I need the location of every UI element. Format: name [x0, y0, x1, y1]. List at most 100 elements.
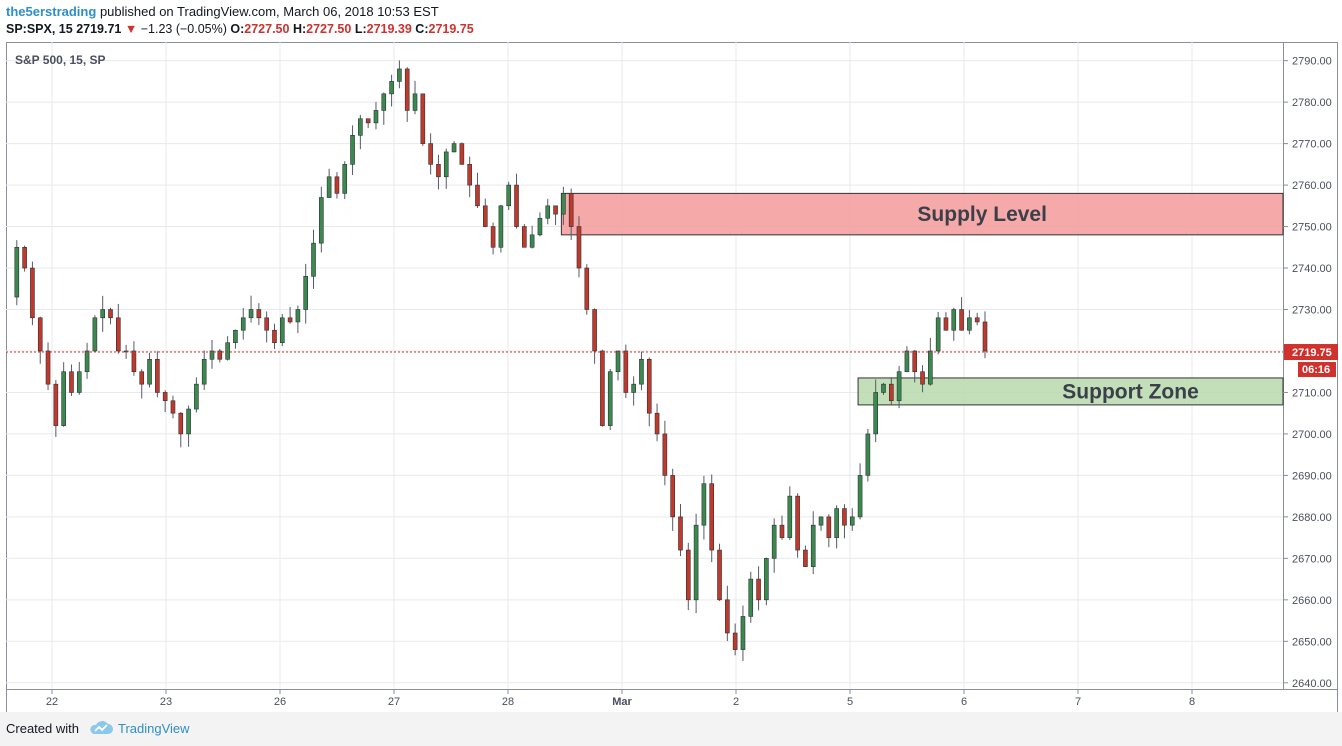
candle-body: [217, 350, 223, 360]
candle-body: [842, 508, 847, 526]
y-tick-label: 2660.00: [1292, 595, 1332, 607]
candle-body: [178, 412, 184, 435]
candle-body: [576, 226, 582, 269]
candle-body: [529, 234, 535, 248]
candle-body: [342, 164, 348, 194]
candle-body: [490, 226, 496, 248]
candle-body: [857, 475, 863, 518]
x-tick-label: 8: [1189, 696, 1195, 708]
candle-body: [959, 309, 964, 331]
y-tick-label: 2730.00: [1292, 305, 1332, 317]
y-tick-label: 2760.00: [1292, 180, 1332, 192]
candle-body: [912, 350, 918, 373]
candle-body: [803, 549, 808, 567]
candle-body: [358, 118, 363, 136]
x-tick-label: 28: [502, 696, 514, 708]
candle-body: [69, 371, 74, 393]
tradingview-brand-link[interactable]: TradingView: [118, 721, 190, 736]
candle-body: [654, 412, 660, 435]
y-tick-label: 2650.00: [1292, 636, 1332, 648]
candle-body: [459, 143, 465, 165]
candle-body: [725, 599, 730, 634]
candle-body: [615, 350, 621, 373]
candle-body: [631, 383, 636, 393]
y-tick-label: 2750.00: [1292, 222, 1332, 234]
countdown-box: [1298, 362, 1336, 378]
time-axis[interactable]: 22 23 26 27 28 Mar 2 5 6 7 8: [46, 689, 1195, 708]
open-value: 2727.50: [244, 22, 290, 36]
candle-body: [795, 495, 800, 551]
published-text: published on TradingView.com, March 06, …: [99, 4, 439, 19]
candle-body: [639, 358, 644, 385]
candle-body: [740, 616, 746, 650]
chart-title: S&P 500, 15, SP: [15, 53, 106, 67]
candle-body: [506, 184, 512, 207]
y-tick-label: 2770.00: [1292, 139, 1332, 151]
author-link[interactable]: the5erstrading: [6, 4, 97, 19]
candle-body: [365, 118, 371, 124]
candle-body: [397, 68, 402, 82]
candle-body: [537, 217, 543, 236]
candle-body: [553, 205, 558, 215]
candle-body: [928, 350, 933, 385]
candle-body: [420, 93, 426, 144]
candle-body: [186, 408, 191, 435]
x-tick-label: 5: [847, 696, 853, 708]
countdown-label: 06:16: [1302, 364, 1330, 376]
x-tick-label: Mar: [612, 696, 632, 708]
x-tick-label: 2: [733, 696, 739, 708]
last-price-box: [1284, 344, 1338, 361]
candle-body: [225, 342, 230, 360]
candle-body: [76, 371, 82, 393]
candle-body: [443, 151, 449, 178]
candle-body: [623, 350, 629, 393]
candle-body: [326, 176, 332, 198]
ohlc-line: SP:SPX, 15 2719.71 ▼ −1.23 (−0.05%) O:27…: [6, 22, 474, 36]
candle-body: [896, 371, 902, 402]
price-change: −1.23 (−0.05%): [140, 22, 227, 36]
candle-body: [240, 317, 246, 331]
candle-body: [592, 309, 597, 352]
y-tick-label: 2640.00: [1292, 678, 1332, 690]
tradingview-cloud-icon: [90, 721, 113, 734]
candle-body: [818, 516, 824, 526]
x-tick-label: 22: [46, 696, 58, 708]
x-tick-label: 26: [274, 696, 286, 708]
y-tick-label: 2740.00: [1292, 263, 1332, 275]
candle-body: [646, 358, 652, 414]
candle-body: [967, 317, 972, 331]
candle-body: [600, 350, 605, 426]
candle-body: [849, 516, 855, 526]
candle-body: [92, 317, 98, 352]
candle-body: [865, 433, 871, 476]
low-label: L:: [354, 22, 367, 36]
price-axis[interactable]: 2640.00 2650.00 2660.00 2670.00 2680.00 2690.…: [1283, 56, 1332, 690]
y-tick-label: 2710.00: [1292, 387, 1332, 399]
candle-body: [787, 495, 793, 538]
candle-body: [920, 371, 925, 385]
candle-body: [381, 93, 387, 111]
candle-body: [37, 317, 43, 352]
candle-body: [334, 176, 340, 194]
candle-body: [436, 164, 441, 178]
candle-body: [974, 317, 980, 323]
candle-body: [209, 350, 215, 360]
candle-body: [53, 383, 59, 426]
candle-body: [732, 632, 738, 650]
candle-body: [662, 433, 668, 476]
candle-body: [303, 276, 309, 310]
candle-body: [116, 317, 121, 352]
candle-body: [162, 392, 168, 402]
candle-body: [498, 205, 504, 248]
candle-body: [678, 516, 683, 551]
last-price: 2719.71: [76, 22, 122, 36]
candle-body: [451, 143, 457, 153]
grid: [6, 42, 1283, 689]
last-price-label: 2719.75: [1292, 347, 1332, 359]
candle-body: [84, 350, 90, 373]
x-tick-label: 27: [388, 696, 400, 708]
down-arrow-icon: ▼: [124, 22, 138, 36]
candle-body: [779, 524, 785, 538]
y-tick-label: 2700.00: [1292, 429, 1332, 441]
